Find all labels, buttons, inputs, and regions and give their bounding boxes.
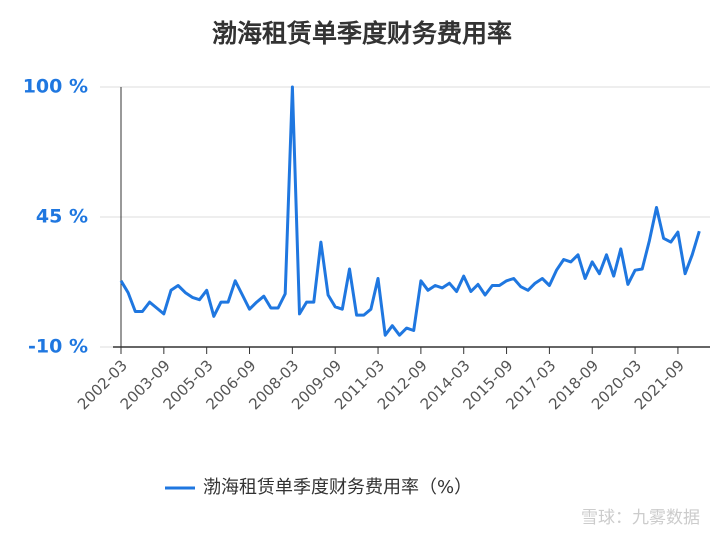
y-tick-label: 45 %: [36, 206, 88, 228]
watermark: 雪球：九雾数据: [581, 508, 700, 528]
data-line: [119, 85, 701, 337]
y-tick-label: -10 %: [28, 336, 88, 358]
legend-label: 渤海租赁单季度财务费用率（%）: [203, 477, 472, 498]
y-tick-label: 100 %: [23, 76, 88, 98]
chart-title: 渤海租赁单季度财务费用率: [212, 19, 512, 48]
